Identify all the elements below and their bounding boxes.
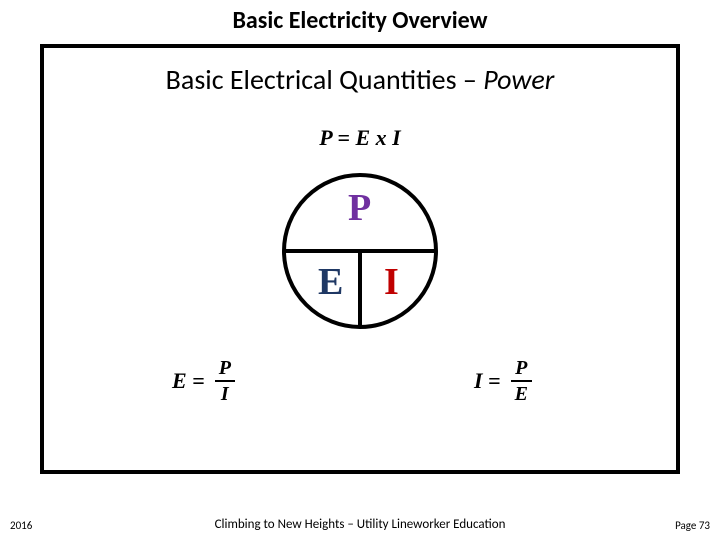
- equation-i-denominator: E: [511, 384, 532, 404]
- fraction-bar: [511, 380, 532, 382]
- ohms-law-wheel: P E I: [280, 171, 440, 331]
- equation-e-denominator: I: [215, 384, 235, 404]
- wheel-label-p: P: [348, 189, 371, 227]
- equation-e: E = P I: [172, 358, 235, 404]
- equation-e-numerator: P: [215, 358, 235, 378]
- equation-i-lhs: I =: [474, 368, 501, 394]
- wheel-label-e: E: [318, 263, 343, 301]
- fraction-bar: [215, 380, 235, 382]
- subtitle: Basic Electrical Quantities – Power: [44, 62, 676, 97]
- slide: Basic Electricity Overview Basic Electri…: [0, 0, 720, 540]
- wheel-label-i: I: [384, 263, 399, 301]
- equation-i-numerator: P: [511, 358, 532, 378]
- equation-i-fraction: P E: [511, 358, 532, 404]
- content-frame: Basic Electrical Quantities – Power P = …: [40, 44, 680, 474]
- power-formula: P = E x I: [44, 125, 676, 151]
- footer-caption: Climbing to New Heights – Utility Linewo…: [0, 517, 720, 532]
- equation-e-lhs: E =: [172, 368, 205, 394]
- footer-page-number: Page 73: [675, 519, 710, 532]
- subtitle-main: Basic Electrical Quantities –: [166, 62, 484, 97]
- equation-i: I = P E: [474, 358, 532, 404]
- equation-e-fraction: P I: [215, 358, 235, 404]
- page-title: Basic Electricity Overview: [0, 0, 720, 35]
- subtitle-italic: Power: [483, 62, 554, 97]
